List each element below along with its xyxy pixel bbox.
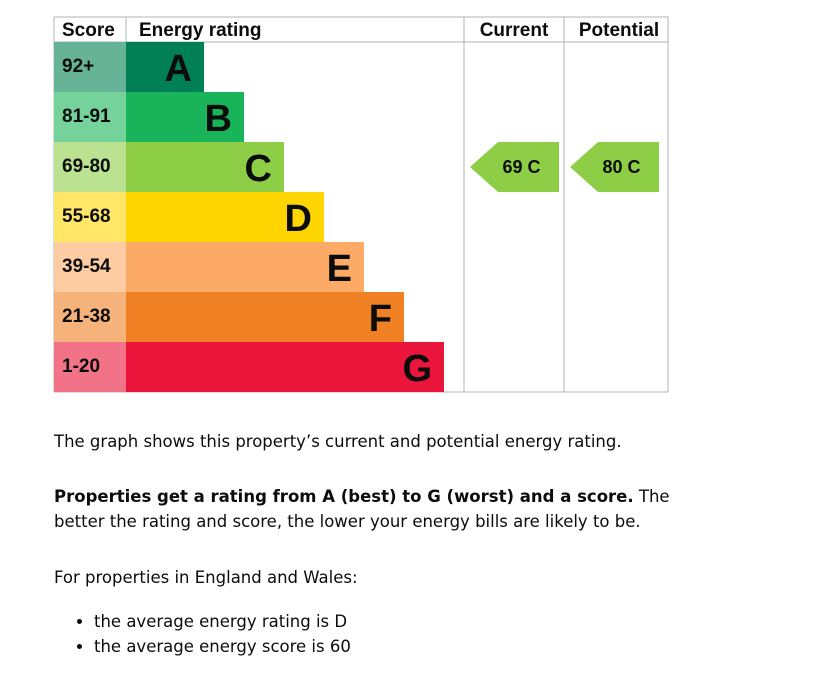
score-range-g: 1-20 — [62, 356, 100, 377]
header-potential: Potential — [579, 20, 659, 41]
score-range-b: 81-91 — [62, 106, 111, 127]
band-letter-f: F — [369, 298, 392, 340]
band-letter-e: E — [327, 248, 352, 290]
band-bar-d — [126, 192, 324, 242]
rating-bands: 92+ A 81-91 B 69-80 C 55-68 D 39-54 E 21-38 F 1-20 G — [54, 42, 444, 392]
score-cell-e — [54, 242, 126, 292]
band-letter-a: A — [165, 48, 192, 90]
band-bar-a — [126, 42, 204, 92]
rating-explanation-bold: Properties get a rating from A (best) to… — [54, 487, 634, 506]
list-item: the average energy rating is D — [94, 609, 734, 634]
band-letter-c: C — [245, 148, 272, 190]
band-bar-f — [126, 292, 404, 342]
score-range-f: 21-38 — [62, 306, 111, 327]
band-bar-b — [126, 92, 244, 142]
score-cell-g — [54, 342, 126, 392]
rating-explanation: Properties get a rating from A (best) to… — [54, 484, 694, 534]
header-current: Current — [480, 20, 549, 41]
rating-explanation-rest: The better the rating and score, the low… — [54, 487, 670, 531]
score-range-c: 69-80 — [62, 156, 111, 177]
header-score: Score — [62, 20, 115, 41]
band-letter-g: G — [402, 348, 432, 390]
band-letter-d: D — [285, 198, 312, 240]
score-range-a: 92+ — [62, 56, 94, 77]
band-letter-b: B — [205, 98, 232, 140]
score-range-d: 55-68 — [62, 206, 111, 227]
band-bar-c — [126, 142, 284, 192]
score-cell-b — [54, 92, 126, 142]
list-item: the average energy score is 60 — [94, 634, 734, 659]
energy-rating-chart: Score Energy rating Current Potential 92… — [53, 16, 669, 393]
header-energy-rating: Energy rating — [139, 20, 261, 41]
potential-rating-marker — [570, 142, 659, 192]
current-rating-marker-label: 69 C — [502, 157, 540, 177]
averages-list: the average energy rating is D the avera… — [54, 609, 734, 659]
england-wales-intro: For properties in England and Wales: — [54, 568, 358, 587]
band-bar-g — [126, 342, 444, 392]
graph-description: The graph shows this property’s current … — [54, 432, 622, 451]
score-range-e: 39-54 — [62, 256, 111, 277]
score-cell-d — [54, 192, 126, 242]
current-rating-marker — [470, 142, 559, 192]
rating-markers: 69 C 80 C — [470, 142, 659, 192]
band-bar-e — [126, 242, 364, 292]
score-cell-a — [54, 42, 126, 92]
score-cell-f — [54, 292, 126, 342]
score-cell-c — [54, 142, 126, 192]
potential-rating-marker-label: 80 C — [602, 157, 640, 177]
